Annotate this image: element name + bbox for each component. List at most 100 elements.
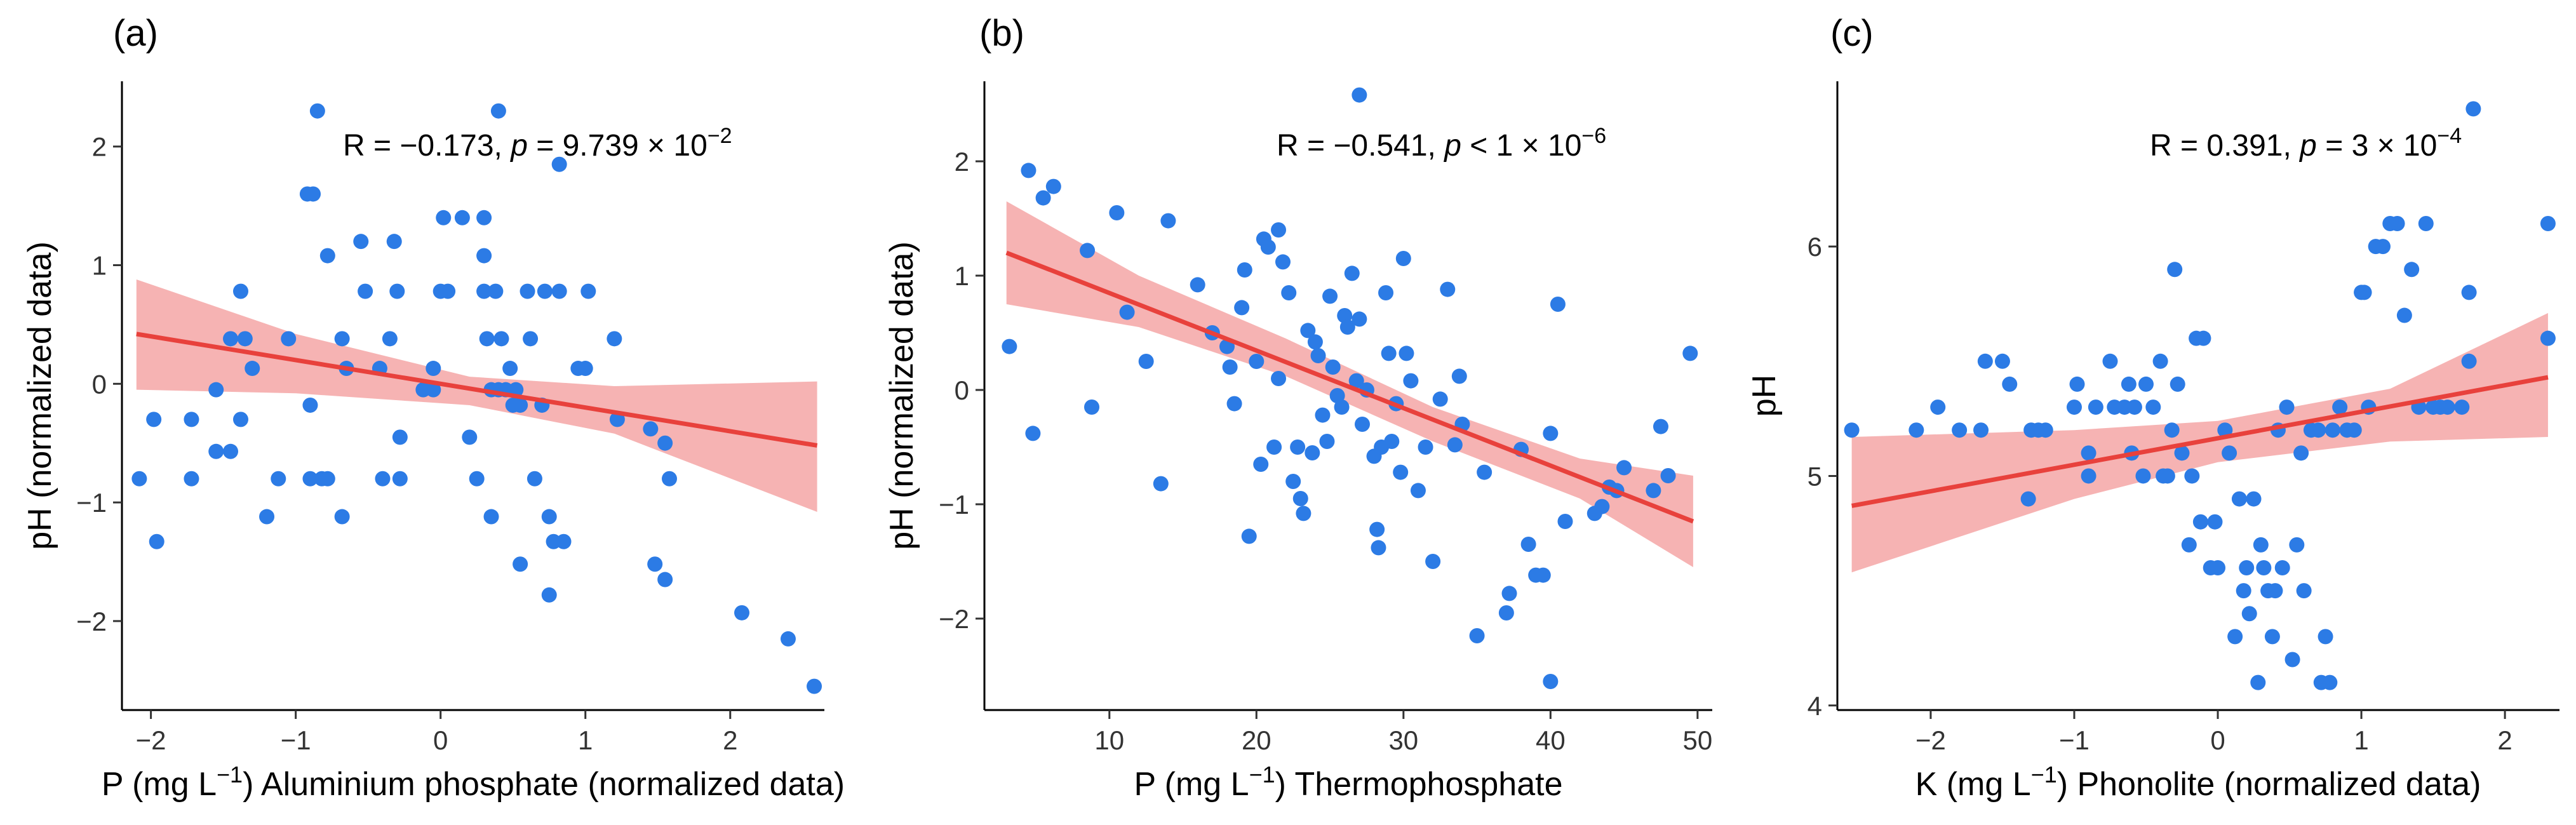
data-point (1543, 426, 1559, 441)
data-point (389, 283, 405, 299)
data-point (2324, 422, 2340, 438)
data-point (1977, 353, 1993, 369)
data-point (353, 234, 369, 250)
data-point (1307, 334, 1323, 350)
data-point (2241, 606, 2257, 622)
data-point (2222, 445, 2237, 461)
data-point (2293, 445, 2309, 461)
data-point (1292, 491, 1308, 506)
data-point (2170, 376, 2185, 392)
data-point (1348, 373, 1364, 389)
data-point (2418, 216, 2434, 232)
x-axis-title: K (mg L−1) Phonolite (normalized data) (1915, 761, 2481, 803)
data-point (1352, 311, 1367, 327)
data-point (281, 331, 297, 347)
data-point (2264, 629, 2280, 645)
data-point (1550, 297, 1566, 312)
data-point (1344, 265, 1360, 281)
data-point (2088, 399, 2103, 415)
data-point (2020, 491, 2036, 507)
panel-label: (a) (113, 13, 158, 54)
data-point (2164, 422, 2180, 438)
data-point (1477, 464, 1493, 480)
data-point (2227, 629, 2243, 645)
data-point (1271, 371, 1287, 386)
data-point (1325, 359, 1341, 375)
data-point (1025, 426, 1041, 441)
data-point (184, 412, 199, 427)
data-point (2256, 560, 2272, 575)
data-point (1275, 254, 1291, 270)
data-point (1384, 434, 1400, 449)
data-point (1339, 319, 1355, 335)
data-point (2296, 583, 2312, 599)
data-point (1378, 285, 1394, 300)
x-tick-label: 20 (1242, 725, 1271, 755)
data-point (1305, 445, 1320, 460)
data-point (2250, 674, 2266, 690)
data-point (245, 361, 260, 377)
data-point (1222, 359, 1238, 375)
data-point (1080, 243, 1096, 258)
panel-a: −2 −1 0 1 2 −2 −1 0 1 2 (a) R = −0.173, p = 9.739 ×… (22, 13, 845, 803)
data-point (2274, 560, 2290, 575)
data-point (537, 283, 553, 299)
data-point (2138, 376, 2154, 392)
data-point (551, 283, 567, 299)
stats-annotation: R = −0.173, p = 9.739 × 10−2 (343, 124, 732, 163)
data-point (1381, 345, 1397, 361)
data-point (237, 331, 253, 347)
data-point (2389, 216, 2405, 232)
data-point (643, 421, 659, 437)
panel-label: (b) (979, 13, 1024, 54)
confidence-band (136, 279, 817, 513)
data-point (1543, 674, 1559, 689)
data-point (392, 471, 408, 486)
data-point (2404, 262, 2420, 278)
x-axis-title: P (mg L−1) Thermophosphate (1134, 761, 1562, 803)
data-point (149, 533, 164, 549)
data-point (2465, 101, 2481, 117)
data-point (2167, 262, 2183, 278)
x-tick-label: 2 (723, 725, 737, 755)
data-point (647, 556, 663, 572)
data-point (2037, 422, 2053, 438)
data-point (1319, 434, 1335, 449)
data-point (2322, 674, 2338, 690)
data-point (2236, 583, 2251, 599)
data-point (483, 509, 499, 525)
data-point (520, 283, 535, 299)
panel-b: 10 20 30 40 50 −2 −1 0 1 2 (b) R = −0.541, p < 1 × … (883, 13, 1712, 803)
x-tick-label: 1 (2354, 725, 2368, 755)
data-point (1281, 285, 1297, 300)
data-point (479, 331, 495, 347)
data-point (1535, 567, 1551, 583)
stats-annotation: R = 0.391, p = 3 × 10−4 (2150, 124, 2462, 163)
data-point (1354, 417, 1370, 432)
data-point (1226, 396, 1242, 412)
data-point (476, 248, 492, 264)
data-point (2396, 307, 2412, 323)
data-point (1234, 300, 1250, 316)
data-point (2217, 422, 2233, 438)
data-point (1352, 87, 1367, 103)
y-tick-label: 2 (92, 132, 107, 162)
data-point (1399, 345, 1414, 361)
x-axis-title: P (mg L−1) Aluminium phosphate (normaliz… (102, 761, 845, 803)
data-point (146, 412, 162, 427)
data-point (302, 471, 318, 486)
data-point (1153, 476, 1169, 492)
data-point (2246, 491, 2262, 507)
data-point (1249, 354, 1265, 369)
y-tick-label: 0 (92, 369, 107, 399)
data-point (2540, 216, 2556, 232)
data-point (2135, 468, 2151, 484)
data-point (1337, 308, 1353, 323)
data-point (2267, 583, 2283, 599)
data-point (657, 572, 673, 587)
data-point (476, 283, 492, 299)
data-point (232, 412, 248, 427)
data-point (1300, 323, 1316, 339)
data-point (2239, 560, 2255, 575)
data-point (305, 186, 321, 202)
